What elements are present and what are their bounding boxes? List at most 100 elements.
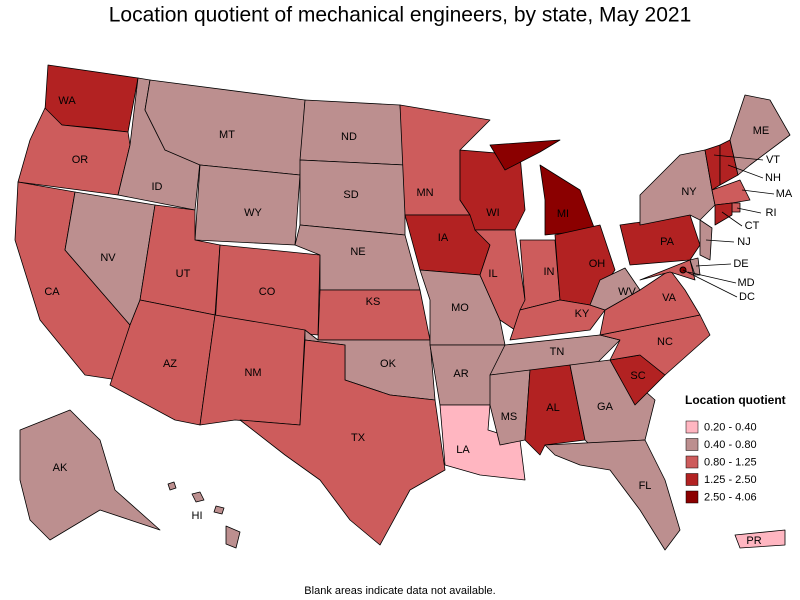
state-label: IA [438, 232, 449, 244]
leader-line [741, 189, 775, 195]
state-label: WA [58, 95, 76, 107]
state-label: RI [766, 207, 777, 219]
state-shape [213, 505, 225, 515]
state-shape [729, 94, 791, 176]
legend-label: 1.25 - 2.50 [704, 474, 757, 486]
leader-line [687, 271, 737, 284]
state-shape [599, 314, 711, 376]
state-label: VT [766, 154, 780, 166]
state-label: KY [575, 308, 590, 320]
state-label: IL [488, 268, 497, 280]
state-shape [734, 529, 786, 549]
legend-label: 0.40 - 0.80 [704, 439, 757, 451]
legend: 0.20 - 0.40 0.40 - 0.80 0.80 - 1.25 1.25 - … [685, 420, 757, 504]
state-label: AZ [163, 358, 177, 370]
leader-line [695, 263, 732, 267]
states [14, 64, 791, 551]
state-label: MT [219, 129, 235, 141]
state-label: FL [639, 480, 652, 492]
state-label: IN [544, 266, 555, 278]
state-shape [167, 481, 177, 491]
state-shape [639, 149, 716, 226]
state-label: KS [366, 296, 381, 308]
leader-line [705, 239, 735, 243]
state-shape [474, 229, 526, 331]
legend-label: 0.80 - 1.25 [704, 456, 757, 468]
state-label: OR [72, 154, 89, 166]
state-label: NV [100, 252, 116, 264]
state-label: UT [176, 268, 191, 280]
leader-line [713, 154, 764, 161]
state-label: TX [351, 432, 366, 444]
state-label: MA [776, 188, 793, 200]
state-shape [489, 139, 561, 171]
leader-line [736, 207, 762, 214]
state-label: HI [192, 510, 203, 522]
state-label: GA [597, 401, 614, 413]
state-shape [589, 267, 641, 311]
state-label: AL [546, 402, 559, 414]
state-label: ND [341, 131, 357, 143]
legend-label: 2.50 - 4.06 [704, 491, 757, 503]
state-shape [489, 369, 531, 446]
state-shape [711, 179, 751, 206]
state-label: PR [746, 535, 761, 547]
state-label: DC [739, 291, 755, 303]
state-shape [191, 491, 205, 503]
leader-line [721, 211, 743, 227]
state-label: SC [630, 370, 645, 382]
state-label: SD [343, 189, 358, 201]
leader-line [727, 164, 764, 179]
state-label: NC [657, 336, 673, 348]
state-shape [225, 525, 241, 549]
state-label: CA [44, 286, 60, 298]
state-label: WV [618, 286, 636, 298]
state-shape [731, 202, 741, 213]
legend-label: 0.20 - 0.40 [704, 421, 757, 433]
leader-line [682, 269, 738, 298]
state-label: LA [456, 444, 470, 456]
state-label: AR [453, 368, 468, 380]
state-label: PA [660, 236, 675, 248]
state-label: NY [681, 186, 697, 198]
state-label: AK [53, 462, 68, 474]
state-shape [439, 404, 526, 481]
legend-swatch [685, 490, 699, 504]
state-label: DE [733, 258, 748, 270]
state-shape [714, 202, 733, 226]
state-label: NH [765, 172, 781, 184]
state-label: MO [451, 302, 469, 314]
state-shape [239, 339, 446, 546]
state-shape [194, 164, 301, 246]
state-label: OK [380, 358, 397, 370]
legend-swatch [685, 473, 699, 486]
state-label: MS [501, 411, 518, 423]
state-label: MI [557, 208, 569, 220]
state-label: WI [486, 207, 499, 219]
state-label: CO [259, 286, 276, 298]
state-label: MN [416, 187, 433, 199]
legend-title: Location quotient [685, 393, 786, 407]
state-label: WY [244, 207, 262, 219]
state-label: MD [737, 277, 754, 289]
legend-swatch [685, 420, 699, 434]
state-label: NE [350, 246, 365, 258]
state-label: NJ [737, 236, 750, 248]
legend-swatch [685, 438, 699, 451]
state-shape [19, 409, 161, 541]
state-label: ME [753, 125, 770, 137]
map-title: Location quotient of mechanical engineer… [109, 4, 692, 27]
state-label: OH [589, 258, 606, 270]
state-label: CT [745, 220, 760, 232]
state-shape [639, 259, 696, 281]
state-label: NM [244, 367, 261, 379]
state-label: VA [662, 292, 677, 304]
state-shape [544, 439, 681, 551]
footnote: Blank areas indicate data not available. [304, 585, 495, 597]
state-labels: WA OR CA NV ID MT WY UT CO AZ NM ND SD NE KS OK TX MN IA MO… [44, 95, 793, 547]
state-shape [539, 164, 596, 236]
state-label: ID [152, 181, 163, 193]
legend-swatch [685, 455, 699, 469]
state-label: TN [550, 346, 565, 358]
